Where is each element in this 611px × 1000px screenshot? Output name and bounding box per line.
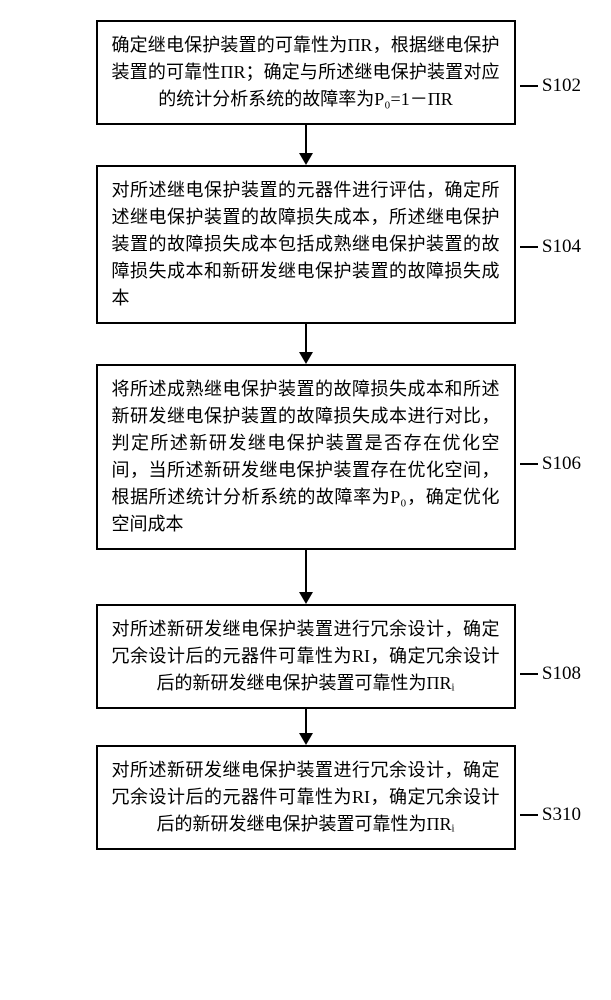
step-box-4: 对所述新研发继电保护装置进行冗余设计，确定冗余设计后的元器件可靠性为RI，确定冗… [96, 604, 516, 709]
label-connector-5: S310 [510, 795, 581, 835]
step-row-5: 对所述新研发继电保护装置进行冗余设计，确定冗余设计后的元器件可靠性为RI，确定冗… [0, 745, 611, 850]
label-connector-2: S104 [510, 227, 581, 267]
step-box-3: 将所述成熟继电保护装置的故障损失成本和所述新研发继电保护装置的故障损失成本进行对… [96, 364, 516, 550]
step-label-2: S104 [542, 236, 581, 258]
step-row-2: 对所述继电保护装置的元器件进行评估，确定所述继电保护装置的故障损失成本，所述继电… [0, 165, 611, 324]
label-connector-4: S108 [510, 654, 581, 694]
arrow-2 [299, 324, 313, 364]
step-box-2: 对所述继电保护装置的元器件进行评估，确定所述继电保护装置的故障损失成本，所述继电… [96, 165, 516, 324]
step-label-5: S310 [542, 804, 581, 826]
step-box-5: 对所述新研发继电保护装置进行冗余设计，确定冗余设计后的元器件可靠性为RI，确定冗… [96, 745, 516, 850]
step-label-4: S108 [542, 663, 581, 685]
step-row-4: 对所述新研发继电保护装置进行冗余设计，确定冗余设计后的元器件可靠性为RI，确定冗… [0, 604, 611, 709]
step-label-3: S106 [542, 453, 581, 475]
label-connector-3: S106 [510, 444, 581, 484]
label-connector-1: S102 [510, 66, 581, 106]
step-label-1: S102 [542, 75, 581, 97]
step-row-3: 将所述成熟继电保护装置的故障损失成本和所述新研发继电保护装置的故障损失成本进行对… [0, 364, 611, 550]
step-row-1: 确定继电保护装置的可靠性为ПR，根据继电保护装置的可靠性ПR；确定与所述继电保护… [0, 20, 611, 125]
flowchart-container: 确定继电保护装置的可靠性为ПR，根据继电保护装置的可靠性ПR；确定与所述继电保护… [0, 20, 611, 850]
arrow-4 [299, 709, 313, 745]
arrow-1 [299, 125, 313, 165]
step-box-1: 确定继电保护装置的可靠性为ПR，根据继电保护装置的可靠性ПR；确定与所述继电保护… [96, 20, 516, 125]
arrow-3 [299, 550, 313, 604]
